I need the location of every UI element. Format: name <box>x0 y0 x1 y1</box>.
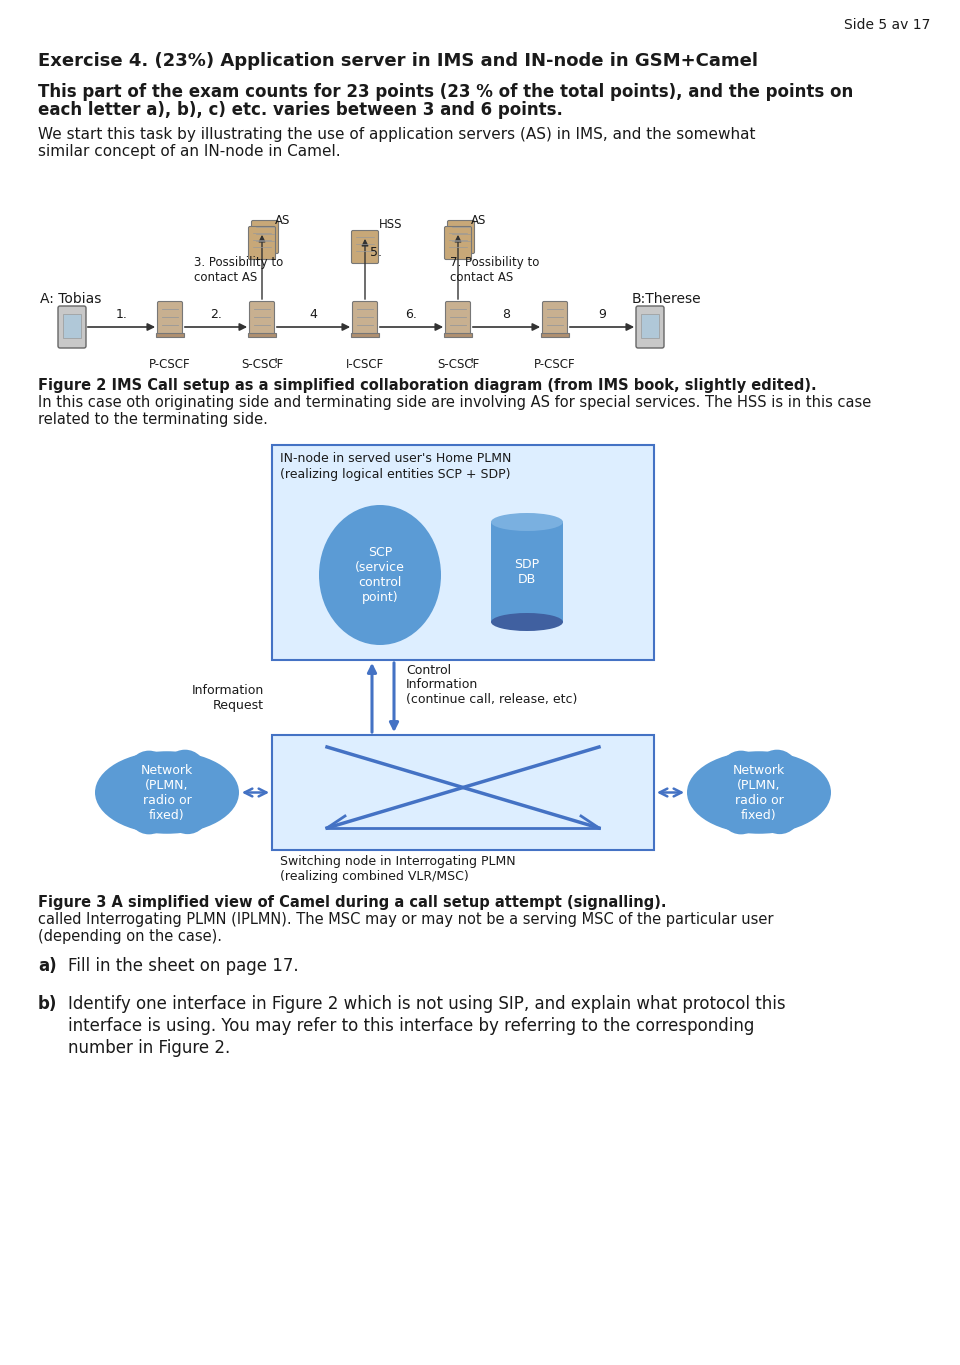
FancyBboxPatch shape <box>352 302 377 337</box>
Text: We start this task by illustrating the use of application servers (AS) in IMS, a: We start this task by illustrating the u… <box>38 127 756 142</box>
Text: !: ! <box>273 358 277 369</box>
FancyBboxPatch shape <box>63 314 81 339</box>
Text: (realizing logical entities SCP + SDP): (realizing logical entities SCP + SDP) <box>280 468 511 480</box>
FancyBboxPatch shape <box>248 333 276 337</box>
Circle shape <box>720 793 762 834</box>
Text: related to the terminating side.: related to the terminating side. <box>38 412 268 427</box>
FancyBboxPatch shape <box>351 333 379 337</box>
Text: Fill in the sheet on page 17.: Fill in the sheet on page 17. <box>68 957 299 975</box>
Ellipse shape <box>95 751 239 834</box>
Text: interface is using. You may refer to this interface by referring to the correspo: interface is using. You may refer to thi… <box>68 1017 755 1035</box>
Text: 5.: 5. <box>370 246 382 259</box>
FancyBboxPatch shape <box>156 333 184 337</box>
Text: This part of the exam counts for 23 points (23 % of the total points), and the p: This part of the exam counts for 23 poin… <box>38 83 853 101</box>
FancyBboxPatch shape <box>252 221 278 254</box>
FancyBboxPatch shape <box>272 734 654 850</box>
Circle shape <box>107 771 148 814</box>
Text: B:Therese: B:Therese <box>632 292 702 306</box>
Text: Control
Information
(continue call, release, etc): Control Information (continue call, rele… <box>406 663 577 707</box>
Ellipse shape <box>491 613 563 631</box>
Circle shape <box>167 792 208 834</box>
Text: P-CSCF: P-CSCF <box>534 358 576 371</box>
FancyBboxPatch shape <box>641 314 659 339</box>
Text: number in Figure 2.: number in Figure 2. <box>68 1039 230 1057</box>
FancyBboxPatch shape <box>445 302 470 337</box>
Text: SDP
DB: SDP DB <box>515 558 540 586</box>
Text: 1.: 1. <box>115 307 128 321</box>
Text: AS: AS <box>275 213 290 227</box>
Text: A: Tobias: A: Tobias <box>40 292 102 306</box>
Circle shape <box>778 771 820 814</box>
Text: Switching node in Interrogating PLMN: Switching node in Interrogating PLMN <box>280 854 516 868</box>
FancyBboxPatch shape <box>351 231 378 263</box>
FancyBboxPatch shape <box>447 221 474 254</box>
Text: (depending on the case).: (depending on the case). <box>38 930 222 945</box>
FancyBboxPatch shape <box>444 333 472 337</box>
Circle shape <box>720 751 762 793</box>
Text: S-CSCF: S-CSCF <box>241 358 283 371</box>
Text: In this case oth originating side and terminating side are involving AS for spec: In this case oth originating side and te… <box>38 394 872 409</box>
Circle shape <box>756 749 798 792</box>
Circle shape <box>128 751 170 793</box>
FancyBboxPatch shape <box>58 306 86 348</box>
Text: 8: 8 <box>502 307 511 321</box>
Text: SCP
(service
control
point): SCP (service control point) <box>355 546 405 603</box>
Circle shape <box>758 792 801 834</box>
Circle shape <box>164 749 205 792</box>
Text: HSS: HSS <box>379 217 402 231</box>
FancyBboxPatch shape <box>541 333 569 337</box>
FancyBboxPatch shape <box>157 302 182 337</box>
Text: Figure 3 A simplified view of Camel during a call setup attempt (signalling).: Figure 3 A simplified view of Camel duri… <box>38 895 666 910</box>
Text: (realizing combined VLR/MSC): (realizing combined VLR/MSC) <box>280 870 468 883</box>
Text: Figure 2 IMS Call setup as a simplified collaboration diagram (from IMS book, sl: Figure 2 IMS Call setup as a simplified … <box>38 378 817 393</box>
Circle shape <box>128 793 170 834</box>
Text: 2.: 2. <box>210 307 222 321</box>
Circle shape <box>185 771 228 814</box>
Text: 4: 4 <box>309 307 318 321</box>
Ellipse shape <box>687 751 831 834</box>
Text: each letter a), b), c) etc. varies between 3 and 6 points.: each letter a), b), c) etc. varies betwe… <box>38 101 563 119</box>
Text: 7. Possibility to
contact AS: 7. Possibility to contact AS <box>450 257 540 284</box>
Text: S-CSCF: S-CSCF <box>437 358 479 371</box>
Circle shape <box>699 771 740 814</box>
Text: Network
(PLMN,
radio or
fixed): Network (PLMN, radio or fixed) <box>732 763 785 822</box>
Text: similar concept of an IN-node in Camel.: similar concept of an IN-node in Camel. <box>38 143 341 158</box>
Text: Network
(PLMN,
radio or
fixed): Network (PLMN, radio or fixed) <box>141 763 193 822</box>
Text: 9: 9 <box>598 307 606 321</box>
FancyBboxPatch shape <box>636 306 664 348</box>
Text: a): a) <box>38 957 57 975</box>
FancyBboxPatch shape <box>272 445 654 661</box>
Text: called Interrogating PLMN (IPLMN). The MSC may or may not be a serving MSC of th: called Interrogating PLMN (IPLMN). The M… <box>38 912 774 927</box>
Text: !: ! <box>469 358 473 369</box>
Text: Exercise 4. (23%) Application server in IMS and IN-node in GSM+Camel: Exercise 4. (23%) Application server in … <box>38 52 758 70</box>
Text: IN-node in served user's Home PLMN: IN-node in served user's Home PLMN <box>280 452 512 465</box>
FancyBboxPatch shape <box>444 227 471 259</box>
FancyBboxPatch shape <box>542 302 567 337</box>
Text: 6.: 6. <box>405 307 418 321</box>
Text: I-CSCF: I-CSCF <box>346 358 384 371</box>
Text: AS: AS <box>471 213 487 227</box>
Text: b): b) <box>38 995 58 1013</box>
Text: P-CSCF: P-CSCF <box>149 358 191 371</box>
Text: Side 5 av 17: Side 5 av 17 <box>844 18 930 31</box>
Ellipse shape <box>319 505 441 646</box>
FancyBboxPatch shape <box>250 302 275 337</box>
Text: Information
Request: Information Request <box>192 684 264 713</box>
FancyBboxPatch shape <box>491 521 563 622</box>
Ellipse shape <box>491 513 563 531</box>
FancyBboxPatch shape <box>249 227 276 259</box>
Text: Identify one interface in Figure 2 which is not using SIP, and explain what prot: Identify one interface in Figure 2 which… <box>68 995 785 1013</box>
Text: 3. Possibility to
contact AS: 3. Possibility to contact AS <box>194 257 283 284</box>
